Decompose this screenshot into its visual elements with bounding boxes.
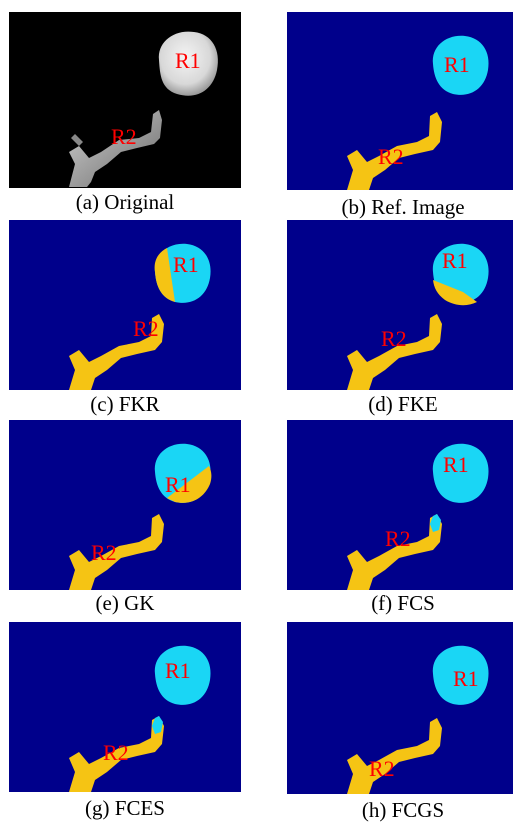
panel-f: R1 R2 (287, 420, 513, 590)
region1-label: R1 (443, 452, 469, 477)
region1-label: R1 (175, 48, 201, 73)
caption-c: (c) FKR (90, 392, 160, 416)
region2-label: R2 (381, 326, 407, 351)
region1-label: R1 (453, 666, 479, 691)
panel-b-image: R1 R2 (287, 12, 513, 190)
panel-d: R1 R2 (287, 220, 513, 390)
region1-label: R1 (165, 472, 191, 497)
caption-e: (e) GK (95, 591, 155, 615)
panel-g: R1 R2 (9, 622, 241, 792)
panel-c: R1 R2 (9, 220, 241, 390)
panel-a: R1 R2 (9, 12, 241, 188)
region2-label: R2 (378, 144, 404, 169)
panel-f-image: R1 R2 (287, 420, 513, 590)
region2-label: R2 (133, 316, 159, 341)
caption-f: (f) FCS (371, 591, 435, 615)
caption-h: (h) FCGS (361, 798, 445, 822)
panel-b: R1 R2 (287, 12, 513, 190)
panel-e: R1 R2 (9, 420, 241, 590)
region2-label: R2 (369, 756, 395, 781)
panel-d-image: R1 R2 (287, 220, 513, 390)
panel-g-image: R1 R2 (9, 622, 241, 792)
region1-label: R1 (444, 52, 470, 77)
region2-label: R2 (111, 124, 137, 149)
region1-label: R1 (165, 658, 191, 683)
caption-a: (a) Original (75, 190, 175, 214)
caption-d: (d) FKE (368, 392, 438, 416)
panel-a-image: R1 R2 (9, 12, 241, 188)
region2-label: R2 (103, 740, 129, 765)
panel-c-image: R1 R2 (9, 220, 241, 390)
caption-b: (b) Ref. Image (341, 195, 465, 219)
region2-label: R2 (91, 540, 117, 565)
panel-h: R1 R2 (287, 622, 513, 794)
panel-h-image: R1 R2 (287, 622, 513, 794)
caption-g: (g) FCES (85, 796, 165, 820)
region1-label: R1 (442, 248, 468, 273)
region1-label: R1 (173, 252, 199, 277)
region2-label: R2 (385, 526, 411, 551)
panel-e-image: R1 R2 (9, 420, 241, 590)
